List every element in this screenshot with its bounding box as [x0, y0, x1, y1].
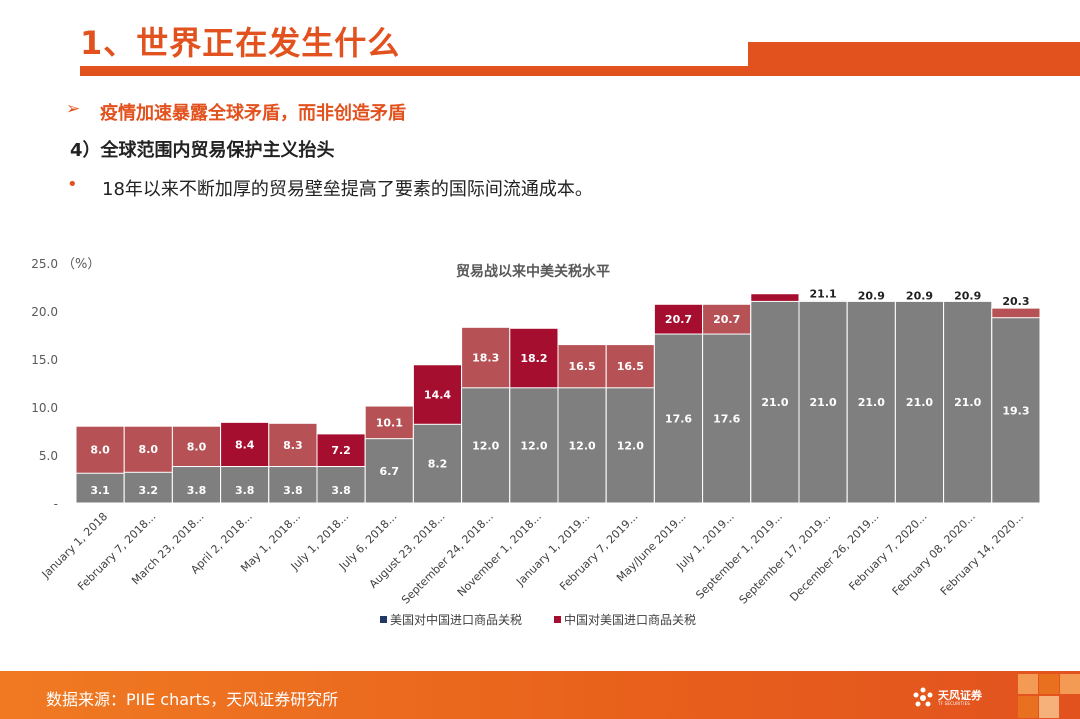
data-label-cn: 8.0: [90, 444, 110, 457]
data-label-us: 12.0: [472, 439, 499, 452]
data-label-us: 6.7: [380, 465, 400, 478]
data-label-cn: 21.1: [810, 287, 837, 300]
page-title: 1、世界正在发生什么: [80, 24, 401, 62]
data-label-cn: 14.4: [424, 389, 451, 402]
data-label-cn: 20.9: [858, 289, 885, 302]
footer-source: 数据来源：PIIE charts，天风证券研究所: [46, 690, 339, 709]
x-tick-label: December 26, 2019...: [787, 510, 881, 604]
x-tick-label: February 08, 2020...: [890, 510, 978, 598]
data-label-cn: 18.3: [472, 352, 499, 365]
data-label-cn: 16.5: [617, 360, 644, 373]
logo-text: 天风证券: [938, 688, 982, 702]
bar-us-tariff: [750, 300, 800, 504]
header-underline: [80, 66, 1080, 76]
footer-logo: 天风证券 TF SECURITIES: [912, 684, 1012, 712]
logo-subtext: TF SECURITIES: [938, 700, 971, 706]
y-tick-label: -: [54, 497, 58, 511]
footer-decor-blocks: [1018, 674, 1080, 718]
bar-us-tariff: [509, 387, 559, 504]
bar-us-tariff: [461, 387, 511, 504]
data-label-cn: 20.7: [665, 313, 692, 326]
legend-swatch: [380, 616, 387, 623]
bar-us-tariff: [605, 387, 655, 504]
legend-label: 中国对美国进口商品关税: [564, 612, 696, 627]
data-label-us: 21.0: [810, 396, 837, 409]
data-label-us: 3.2: [139, 484, 159, 497]
data-label-us: 8.2: [428, 458, 448, 471]
y-axis-unit: （%）: [62, 257, 100, 272]
subtitle: 疫情加速暴露全球矛盾，而非创造矛盾: [100, 103, 406, 124]
data-label-us: 17.6: [713, 413, 740, 426]
arrow-bullet-icon: ➢: [66, 99, 81, 119]
bar-us-tariff: [268, 466, 318, 504]
x-tick-label: September 1, 2019...: [693, 510, 785, 602]
y-tick-label: 25.0: [31, 257, 58, 271]
data-label-us: 3.8: [331, 484, 351, 497]
data-label-us: 19.3: [1002, 404, 1029, 417]
data-label-cn: 10.1: [376, 416, 403, 429]
bar-us-tariff: [412, 423, 463, 504]
data-label-us: 12.0: [617, 439, 644, 452]
data-label-cn: 20.3: [1002, 295, 1029, 308]
x-tick-label: February 14, 2020...: [938, 510, 1026, 598]
footer-bar: [0, 671, 1080, 719]
data-label-cn: 16.5: [569, 360, 596, 373]
x-tick-label: September 17, 2019...: [737, 510, 834, 607]
data-label-us: 21.0: [761, 396, 788, 409]
bar-us-tariff: [653, 333, 704, 504]
y-tick-label: 15.0: [31, 353, 58, 367]
y-tick-label: 10.0: [31, 401, 58, 415]
data-label-cn: 8.0: [187, 440, 207, 453]
data-label-us: 21.0: [906, 396, 933, 409]
data-label-us: 3.8: [235, 484, 255, 497]
chart-title: 贸易战以来中美关税水平: [456, 263, 610, 280]
legend-label: 美国对中国进口商品关税: [390, 612, 522, 627]
y-tick-label: 5.0: [39, 449, 58, 463]
section-heading: 4）全球范围内贸易保护主义抬头: [70, 140, 335, 161]
bar-us-tariff: [894, 300, 945, 504]
data-label-cn: 20.7: [713, 313, 740, 326]
bar-us-tariff: [557, 387, 607, 504]
data-label-cn: 8.0: [139, 443, 159, 456]
data-label-us: 12.0: [520, 439, 547, 452]
bar-us-tariff: [943, 300, 993, 504]
data-label-us: 12.0: [569, 439, 596, 452]
data-label-cn: 20.9: [906, 289, 933, 302]
dot-bullet-icon: •: [67, 174, 78, 195]
tianfeng-logo-icon: [913, 687, 933, 707]
bar-us-tariff: [220, 466, 270, 504]
x-tick-label: November 1, 2018...: [455, 510, 544, 599]
bullet-text: 18年以来不断加厚的贸易壁垒提高了要素的国际间流通成本。: [102, 179, 593, 200]
bar-us-tariff: [171, 466, 222, 504]
x-tick-label: September 24, 2018...: [399, 510, 496, 607]
bar-us-tariff: [316, 466, 366, 504]
data-label-cn: 20.9: [954, 289, 981, 302]
data-label-us: 21.0: [954, 396, 981, 409]
data-label-cn: 8.3: [283, 439, 303, 452]
data-label-us: 3.8: [283, 484, 303, 497]
data-label-us: 3.8: [187, 484, 207, 497]
tariff-chart: 贸易战以来中美关税水平 （%） - 5.0 10.0 15.0 20.0 25.0 3.1…: [31, 257, 1041, 627]
bar-us-tariff: [123, 471, 173, 504]
data-label-us: 21.0: [858, 396, 885, 409]
data-label-cn: 8.4: [235, 438, 255, 451]
legend-swatch: [554, 616, 561, 623]
bar-us-tariff: [75, 472, 125, 504]
bar-us-tariff: [991, 317, 1041, 504]
data-label-cn: 18.2: [520, 352, 547, 365]
bar-us-tariff: [364, 438, 414, 504]
data-label-cn: 7.2: [331, 444, 351, 457]
data-label-us: 17.6: [665, 413, 692, 426]
data-label-us: 3.1: [90, 484, 110, 497]
y-tick-label: 20.0: [31, 305, 58, 319]
